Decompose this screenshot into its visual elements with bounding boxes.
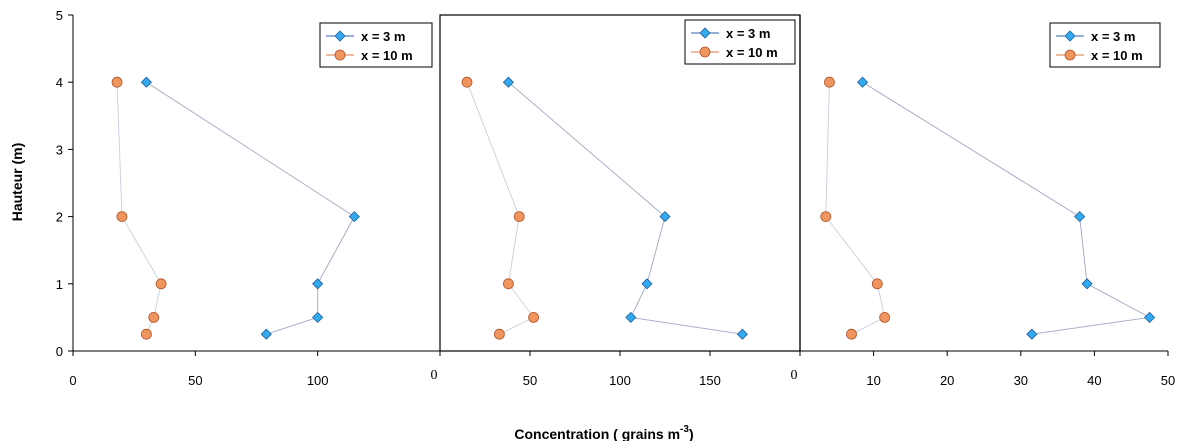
data-point-3m (140, 76, 152, 88)
data-point-10m (111, 76, 123, 88)
panel-3: 0 10 20 30 40 50 x = 3 m x = 10 m (791, 15, 1175, 388)
data-point-10m (513, 211, 525, 223)
x-tick-label: 40 (1087, 373, 1101, 388)
legend-label-10m: x = 10 m (361, 48, 413, 63)
data-point-3m (625, 311, 637, 323)
data-point-10m (140, 328, 152, 340)
data-point-10m (502, 278, 514, 290)
legend: x = 3 m x = 10 m (684, 19, 796, 65)
data-point-10m (116, 211, 128, 223)
data-point-3m (856, 76, 869, 88)
x-tick-label: 0 (431, 368, 438, 383)
x-tick-label: 50 (523, 373, 537, 388)
data-point-3m (1144, 311, 1156, 323)
diamond-marker-icon (699, 27, 711, 39)
data-point-10m (148, 311, 160, 323)
diamond-marker-icon (1064, 30, 1076, 42)
series-line-3m (508, 81, 743, 335)
legend-label-3m: x = 3 m (726, 26, 770, 41)
x-axis-title-main: Concentration ( grains m (514, 426, 680, 441)
series-line-3m (146, 81, 355, 335)
plot-frame (439, 14, 801, 352)
data-point-10m (871, 278, 883, 290)
data-point-3m (502, 76, 514, 88)
x-tick-label: 10 (866, 373, 880, 388)
x-tick-label: 50 (188, 373, 202, 388)
data-point-3m (1074, 211, 1086, 223)
circle-marker-icon (334, 49, 346, 61)
series-line-10m (116, 82, 162, 335)
series-line-10m (466, 82, 535, 335)
diamond-marker-icon (334, 30, 346, 42)
data-point-10m (820, 211, 832, 223)
y-axis-title: Hauteur (m) (9, 143, 25, 222)
data-point-10m (155, 278, 167, 290)
legend-label-3m: x = 3 m (361, 29, 405, 44)
data-point-3m (1081, 278, 1093, 290)
x-tick-label: 100 (609, 373, 631, 388)
legend-label-3m: x = 3 m (1091, 29, 1135, 44)
x-axis-title-superscript: -3 (680, 424, 689, 435)
x-tick-label: 30 (1014, 373, 1028, 388)
x-tick-label: 20 (940, 373, 954, 388)
data-point-10m (493, 328, 505, 340)
x-axis-title-end: ) (689, 426, 694, 441)
data-point-3m (348, 211, 360, 223)
circle-marker-icon (1064, 49, 1076, 61)
legend-label-10m: x = 10 m (726, 45, 778, 60)
y-tick-label: 1 (56, 277, 63, 292)
data-point-10m (879, 311, 891, 323)
legend: x = 3 m x = 10 m (319, 22, 433, 68)
data-point-3m (312, 311, 324, 323)
y-tick-label: 2 (56, 210, 63, 225)
data-point-10m (461, 76, 473, 88)
data-point-3m (641, 278, 653, 290)
x-tick-label: 100 (307, 373, 329, 388)
series-line-10m (825, 82, 886, 335)
data-point-10m (846, 328, 857, 340)
legend: x = 3 m x = 10 m (1049, 22, 1161, 68)
data-point-3m (659, 211, 671, 223)
y-tick-label: 5 (56, 8, 63, 23)
data-point-10m (824, 76, 835, 88)
series-line-3m (862, 81, 1152, 335)
x-tick-label: 50 (1161, 373, 1175, 388)
data-point-10m (528, 311, 539, 323)
y-tick-label: 0 (56, 344, 63, 359)
y-tick-label: 3 (56, 142, 63, 157)
panel-2: 0 50 100 150 x = 3 m x = 10 m (431, 14, 801, 388)
data-point-3m (260, 328, 272, 340)
x-axis-title: Concentration ( grains m-3) (514, 424, 693, 441)
x-tick-label: 150 (699, 373, 721, 388)
data-point-3m (1026, 328, 1038, 340)
x-tick-label: 0 (69, 373, 76, 388)
x-tick-label: 0 (791, 368, 798, 383)
circle-marker-icon (699, 46, 711, 58)
data-point-3m (312, 278, 324, 290)
legend-label-10m: x = 10 m (1091, 48, 1143, 63)
y-tick-label: 4 (56, 75, 63, 90)
data-point-3m (736, 328, 748, 340)
